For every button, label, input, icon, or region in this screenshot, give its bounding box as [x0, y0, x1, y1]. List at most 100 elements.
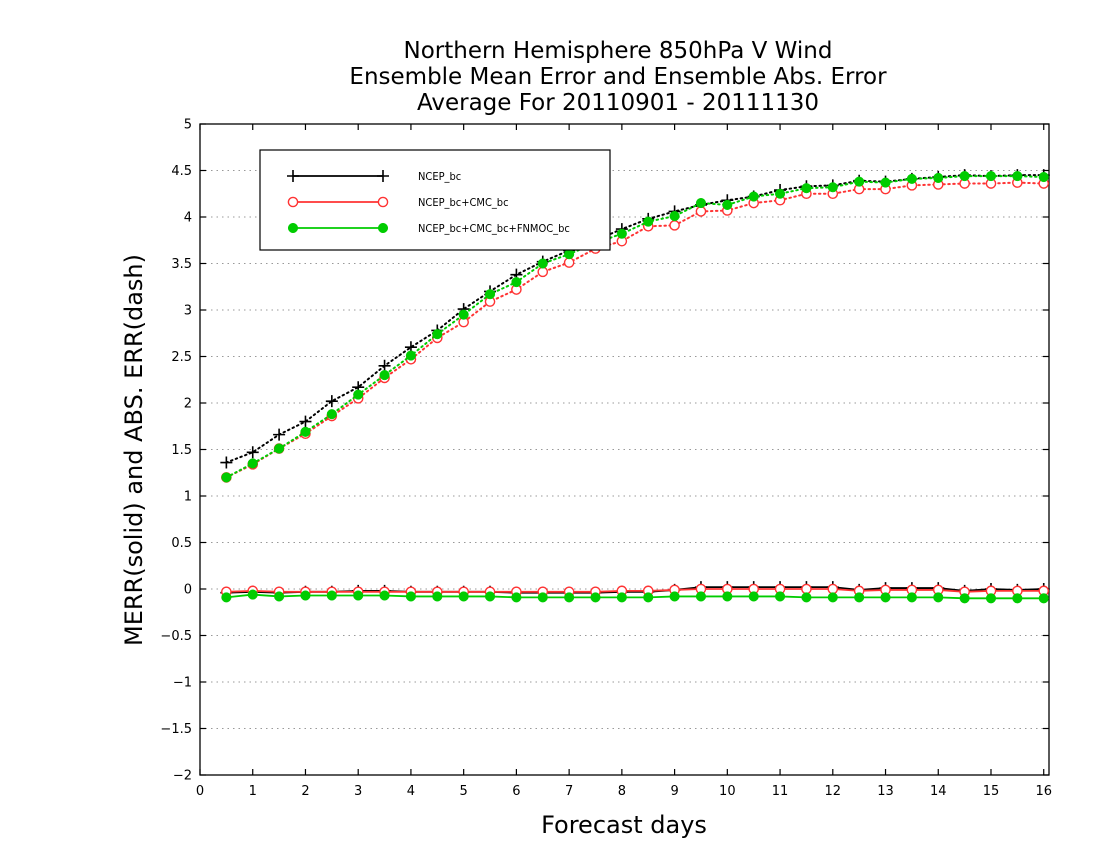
y-tick-label: −1 [173, 676, 192, 691]
chart-title: Northern Hemisphere 850hPa V WindEnsembl… [349, 38, 887, 116]
data-point-marker [616, 592, 627, 603]
data-point-marker [246, 446, 259, 459]
abs-error-line [225, 174, 1045, 464]
x-tick-label: 0 [196, 784, 204, 799]
data-point-marker [643, 216, 654, 227]
x-tick-label: 4 [407, 784, 415, 799]
axes-ticks: 54.543.532.521.510.50−0.5−1−1.5−20 1 2 3 4 5 6… [160, 118, 1052, 800]
data-point-marker [669, 220, 680, 231]
data-point-marker [537, 258, 548, 269]
data-point-marker [801, 592, 812, 603]
legend-entry: NCEP_bc+CMC_bc+FNMOC_bc [287, 222, 570, 235]
data-point-marker [274, 591, 285, 602]
data-point-marker [300, 590, 311, 601]
data-point-marker [669, 211, 680, 222]
data-point-marker [274, 443, 285, 454]
x-tick-label: 2 [301, 784, 309, 799]
data-point-marker [775, 591, 786, 602]
data-point-marker [377, 170, 389, 182]
data-point-marker [326, 409, 337, 420]
legend-label: NCEP_bc+CMC_bc [418, 196, 509, 209]
data-point-marker [511, 277, 522, 288]
y-tick-label: 0.5 [171, 536, 192, 551]
y-tick-label: 1 [184, 490, 192, 505]
legend-entry: NCEP_bc [287, 170, 461, 183]
data-point-marker [933, 172, 944, 183]
data-point-marker [220, 456, 233, 469]
data-point-marker [906, 592, 917, 603]
x-tick-label: 15 [983, 784, 1000, 799]
y-tick-label: 4.5 [171, 164, 192, 179]
x-axis-label: Forecast days [541, 811, 707, 839]
data-point-marker [377, 222, 389, 234]
data-point-marker [287, 170, 299, 182]
data-point-marker [827, 592, 838, 603]
legend-label: NCEP_bc+CMC_bc+FNMOC_bc [418, 222, 570, 235]
data-point-marker [827, 583, 839, 595]
x-tick-label: 1 [249, 784, 257, 799]
data-point-marker [300, 426, 311, 437]
legend-box [259, 149, 611, 251]
data-point-marker [669, 591, 680, 602]
data-point-marker [405, 350, 416, 361]
x-tick-label: 10 [719, 784, 736, 799]
data-point-marker [537, 266, 549, 278]
data-point-marker [484, 289, 496, 300]
chart-title-line: Northern Hemisphere 850hPa V Wind [404, 38, 833, 64]
data-point-marker [379, 370, 390, 381]
x-tick-label: 12 [825, 784, 842, 799]
data-point-marker [801, 583, 812, 595]
data-point-marker [1038, 171, 1049, 183]
y-tick-label: 4 [184, 211, 192, 226]
data-point-marker [563, 257, 575, 268]
x-tick-label: 5 [460, 784, 468, 799]
data-point-marker [985, 171, 997, 182]
data-point-marker [221, 592, 232, 603]
x-tick-label: 16 [1035, 784, 1052, 799]
data-point-marker [353, 389, 364, 400]
mean-error-line [226, 593, 1044, 600]
y-tick-label: 3 [184, 304, 192, 319]
chart-title-line: Ensemble Mean Error and Ensemble Abs. Er… [349, 64, 887, 90]
data-point-marker [377, 196, 389, 208]
data-point-marker [511, 592, 522, 603]
data-point-marker [537, 592, 548, 603]
x-tick-label: 3 [354, 784, 362, 799]
data-point-marker [827, 182, 838, 193]
legend-entry: NCEP_bc+CMC_bc [287, 196, 509, 209]
data-point-marker [985, 593, 997, 604]
y-tick-label: −2 [173, 769, 192, 784]
x-tick-label: 6 [512, 784, 520, 799]
y-tick-label: 2 [184, 397, 192, 412]
data-point-marker [299, 415, 312, 428]
data-point-marker [221, 472, 232, 483]
data-point-marker [247, 589, 258, 600]
x-tick-label: 9 [670, 784, 678, 799]
data-point-marker [326, 590, 337, 601]
grid [200, 170, 1049, 729]
data-point-marker [378, 359, 391, 372]
data-point-marker [287, 222, 299, 234]
data-point-marker [273, 428, 286, 441]
data-point-marker [695, 198, 707, 209]
data-point-marker [775, 188, 786, 199]
legend: NCEP_bc NCEP_bc+CMC_bc NCEP_bc+CMC_bc+FNMO… [259, 149, 611, 251]
data-point-marker [854, 592, 865, 603]
data-point-marker [1012, 171, 1023, 182]
y-tick-label: 2.5 [171, 350, 192, 365]
data-point-marker [880, 177, 891, 188]
legend-label: NCEP_bc [418, 170, 461, 183]
data-point-marker [458, 309, 469, 320]
x-tick-label: 8 [618, 784, 626, 799]
data-point-marker [590, 592, 601, 603]
x-tick-label: 14 [930, 784, 947, 799]
data-point-marker [748, 591, 759, 602]
y-tick-label: 5 [184, 118, 192, 133]
series [220, 169, 1050, 604]
data-point-marker [854, 176, 865, 187]
data-point-marker [959, 171, 970, 182]
data-point-marker [405, 591, 416, 602]
x-tick-label: 7 [565, 784, 573, 799]
data-point-marker [695, 591, 707, 602]
